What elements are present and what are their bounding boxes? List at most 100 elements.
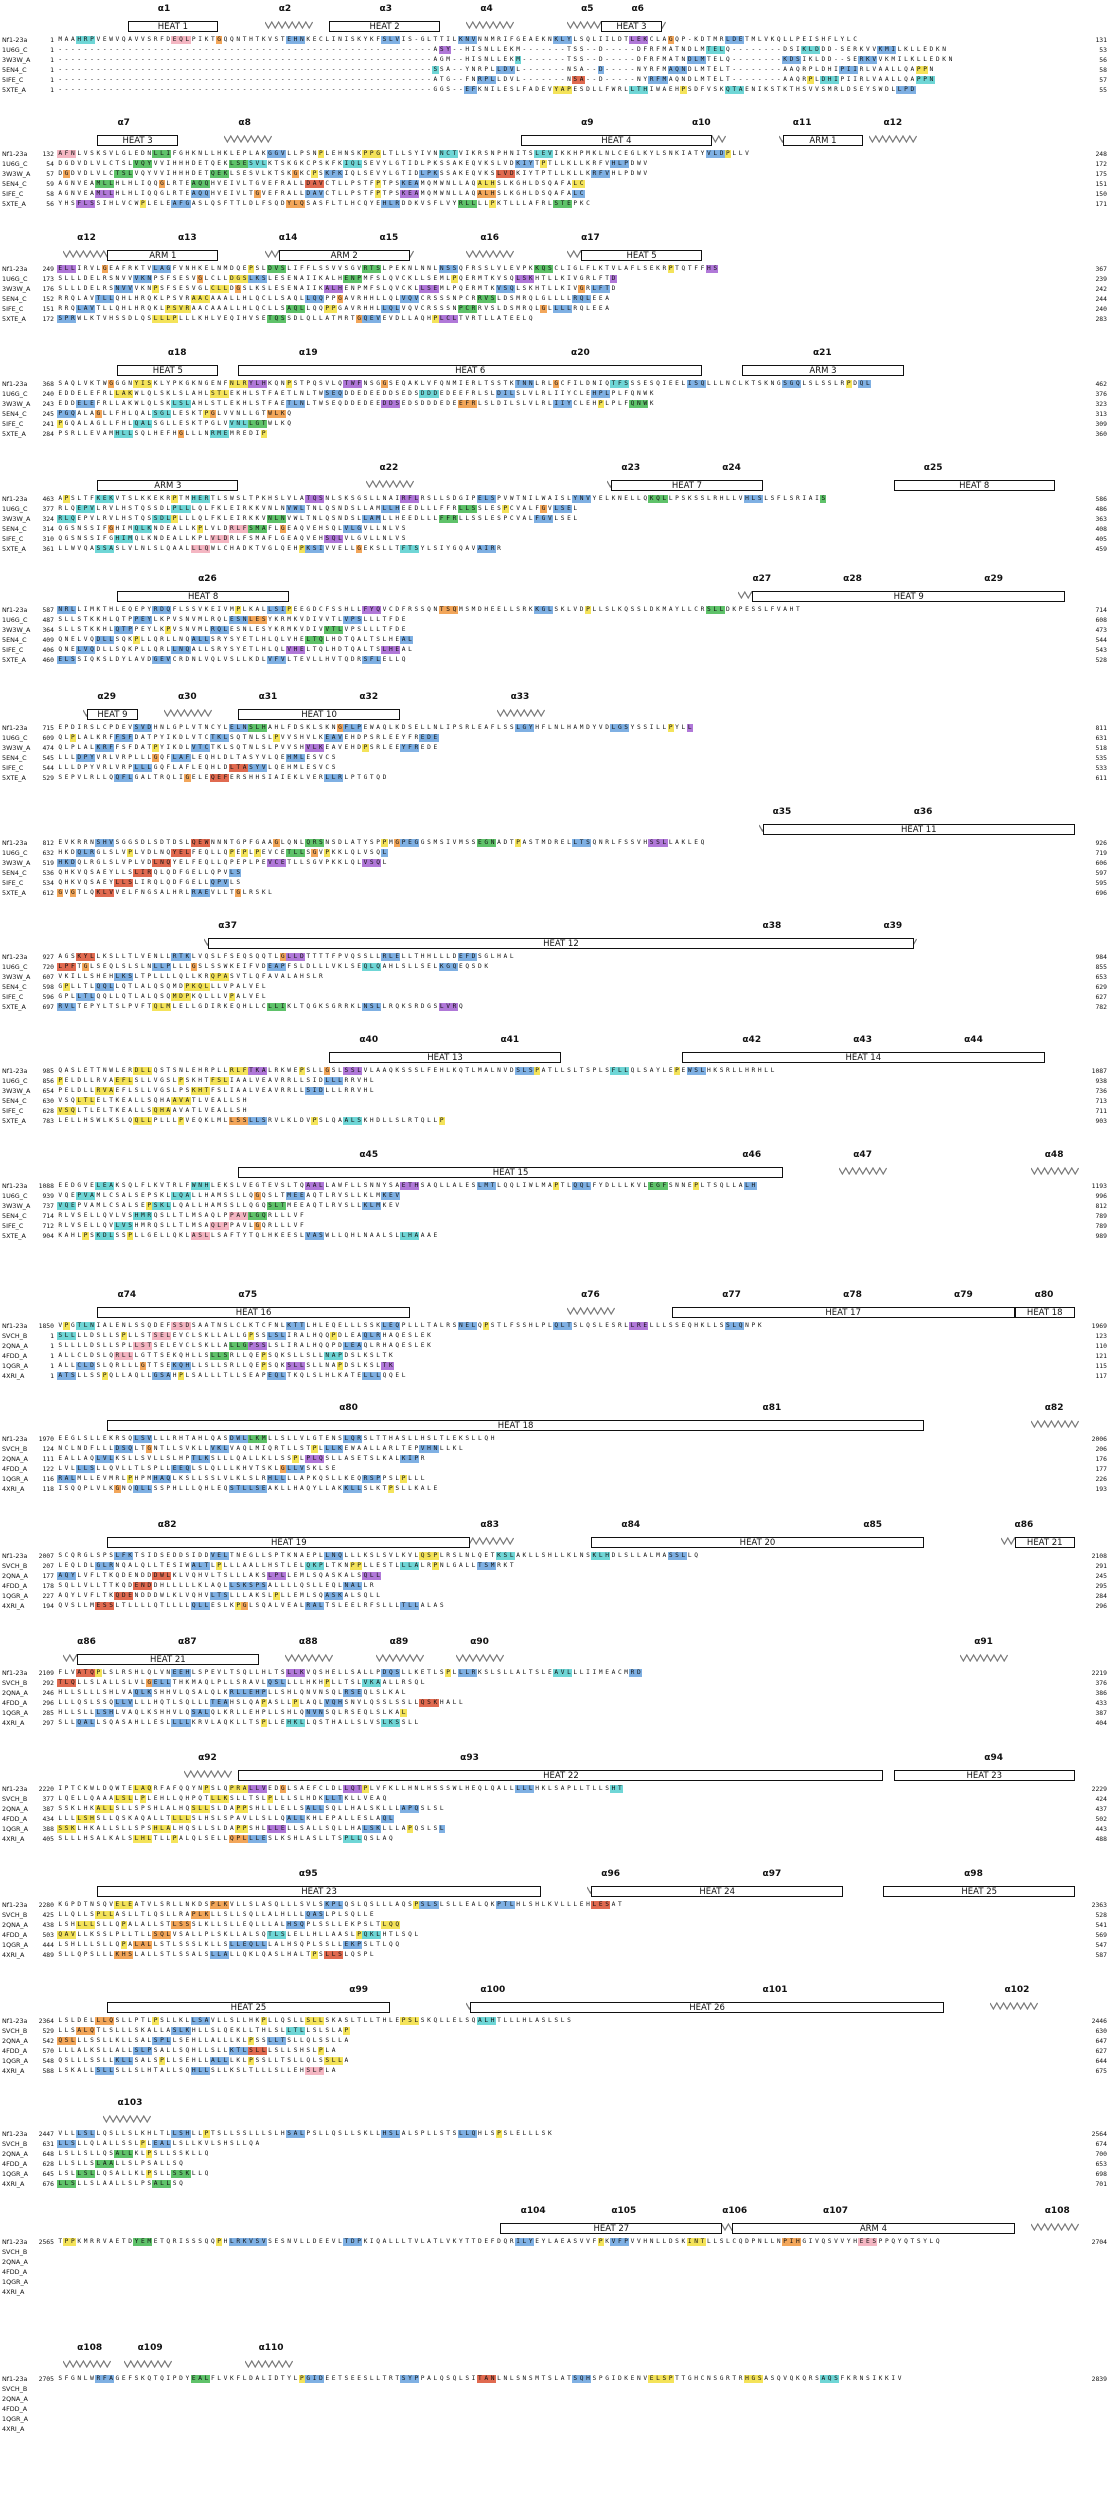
sequence-end-position: 2363 <box>1091 1901 1107 1909</box>
secondary-structure-annotation: α104 α105 α106 α107 α108 HEAT 27 ARM 4 <box>0 2206 1109 2234</box>
helix-label: α81 <box>762 1403 782 1413</box>
sequence-start-position: 631 <box>42 2140 54 2148</box>
sequence-end-position: 789 <box>1095 1212 1107 1220</box>
sequence-end-position: 714 <box>1095 606 1107 614</box>
sequence-name: 3W3W_A <box>2 973 31 981</box>
alignment-block: α103 Nf1-23a 2447 V L L L S L L Q S L L S L K H L T L L S H L L P T… <box>0 2098 1109 2198</box>
sequence-start-position: 544 <box>42 764 54 772</box>
sequence-start-position: 1 <box>50 1342 54 1350</box>
sequence-name: 1U6G_C <box>2 1192 28 1200</box>
sequence-name: SVCH_B <box>2 1332 28 1340</box>
helix-label: α31 <box>258 692 278 702</box>
helix-label: α96 <box>601 1869 620 1879</box>
sequence-end-position: 131 <box>1095 36 1107 44</box>
helix-label: α109 <box>137 2343 163 2353</box>
sequence-end-position: 630 <box>1095 2027 1107 2035</box>
sequence-row: SVCH_B <box>0 2248 1109 2256</box>
sequence-name: Nf1-23a <box>2 724 28 732</box>
sequence-start-position: 542 <box>42 2037 54 2045</box>
sequence-end-position: 528 <box>1095 1911 1107 1919</box>
sequence-row: Nf1-23a 463 A P S L T F K E K V T S L K K E K R P T M H E R T L S W S L… <box>0 495 1109 503</box>
sequence-end-position: 376 <box>1095 1679 1107 1687</box>
sequence-end-position: 711 <box>1095 1107 1107 1115</box>
helix-zigzag-icon <box>868 128 918 144</box>
helix-label: α80 <box>339 1403 358 1413</box>
sequence-name: 3W3W_A <box>2 1087 31 1095</box>
sequence-end-position: 110 <box>1095 1342 1107 1350</box>
sequence-name: 4FDD_A <box>2 2268 28 2276</box>
helix-zigzag-icon <box>62 243 112 259</box>
sequence-end-position: 386 <box>1095 1689 1107 1697</box>
sequence-name: Nf1-23a <box>2 150 28 158</box>
sequence-name: 1QGR_A <box>2 1592 29 1600</box>
sequence-end-position: 486 <box>1095 505 1107 513</box>
sequence-end-position: 631 <box>1095 734 1107 742</box>
sequence-start-position: 904 <box>42 1232 54 1240</box>
sequence-row: 1QGR_A 227 A Q Y L V F L T K Q D E N D D D W L K L V Q H V L T S L L L A… <box>0 1592 1109 1600</box>
sequence-row: 1QGR_A 444 L S H L L L S L L Q P A L A L L S T L S S S L K L L S L L E Q… <box>0 1941 1109 1949</box>
sequence-end-position: 606 <box>1095 859 1107 867</box>
sequence-start-position: 118 <box>42 1485 54 1493</box>
secondary-structure-annotation: α37 α38 α39 HEAT 12 <box>0 921 1109 949</box>
sequence-row: 4XRI_A 489 S L L Q P S L L L K H S L A L L S T L S S A L S L L A L L Q K… <box>0 1951 1109 1959</box>
sequence-end-position: 473 <box>1095 626 1107 634</box>
helix-label: α26 <box>198 574 217 584</box>
sequence-start-position: 58 <box>46 190 54 198</box>
sequence-name: 4XRI_A <box>2 2425 25 2433</box>
sequence-row: 4FDD_A <box>0 2268 1109 2276</box>
helix-label: α76 <box>581 1290 600 1300</box>
sequence-residues <box>57 2268 1075 2276</box>
helix-zigzag-icon <box>365 473 414 489</box>
helix-label: α75 <box>238 1290 258 1300</box>
sequence-end-position: 926 <box>1095 839 1107 847</box>
helix-label: α28 <box>843 574 862 584</box>
sequence-name: 4XRI_A <box>2 1719 25 1727</box>
sequence-start-position: 1 <box>50 36 54 44</box>
sequence-end-position: 608 <box>1095 616 1107 624</box>
sequence-end-position: 502 <box>1095 1815 1107 1823</box>
helix-label: α45 <box>359 1150 379 1160</box>
helix-label: α92 <box>198 1753 217 1763</box>
sequence-start-position: 607 <box>42 973 54 981</box>
helix-label: α77 <box>722 1290 741 1300</box>
sequence-end-position: 424 <box>1095 1795 1107 1803</box>
helix-zigzag-icon <box>163 702 213 718</box>
sequence-row: 1QGR_A 285 H L L S L L L S H L V A Q L K S H H V L Q S A L Q L K R L L E… <box>0 1709 1109 1717</box>
sequence-name: 3W3W_A <box>2 859 31 867</box>
sequence-start-position: 1 <box>50 1352 54 1360</box>
sequence-row: 1QGR_A <box>0 2278 1109 2286</box>
sequence-row: 4FDD_A 628 L L S L L S L A A L L S L P S A L L S Q 653 <box>0 2160 1109 2168</box>
sequence-row: 5IFE_C 241 P G Q A L A G L L F H L Q A L S G L L E S K T P G L V V N L L… <box>0 420 1109 428</box>
sequence-row: 5IFE_C 151 R R Q L A V T L L Q H L H R Q K L P S V R A A C A A A L L H L… <box>0 305 1109 313</box>
sequence-end-position: 443 <box>1095 1825 1107 1833</box>
sequence-name: 4FDD_A <box>2 2405 28 2413</box>
sequence-name: SVCH_B <box>2 1445 28 1453</box>
repeat-box: HEAT 22 <box>238 1770 884 1781</box>
sequence-end-position: 627 <box>1095 993 1107 1001</box>
sequence-name: 1QGR_A <box>2 1709 29 1717</box>
sequence-end-position: 811 <box>1095 724 1107 732</box>
sequence-start-position: 856 <box>42 1077 54 1085</box>
sequence-end-position: 653 <box>1095 2160 1107 2168</box>
helix-label: α79 <box>954 1290 973 1300</box>
sequence-row: 5EN4_C 630 V S Q L T L E L T K E A L L S Q H A A V A T L V E A L L S H 7… <box>0 1097 1109 1105</box>
sequence-start-position: 2705 <box>38 2375 54 2383</box>
repeat-box: HEAT 21 <box>77 1654 259 1665</box>
sequence-name: 4XRI_A <box>2 1602 25 1610</box>
sequence-name: 5XTE_A <box>2 545 26 553</box>
helix-label: α100 <box>480 1985 506 1995</box>
sequence-row: 2QNA_A 1 S L L L L D S L L S P L L S T S E L E V C L S K L L A L L G P S S… <box>0 1342 1109 1350</box>
helix-zigzag-icon <box>183 1763 233 1779</box>
sequence-end-position: 313 <box>1095 410 1107 418</box>
sequence-start-position: 529 <box>42 774 54 782</box>
sequence-name: 5XTE_A <box>2 200 26 208</box>
secondary-structure-annotation: α12 α13 α14 α15 α16 α17 ARM 1 ARM 2 HEAT 5 <box>0 233 1109 261</box>
sequence-row: Nf1-23a 2220 I P T C K W L D Q W T E L A Q R F A F Q Q Y N P S L Q P R… <box>0 1785 1109 1793</box>
